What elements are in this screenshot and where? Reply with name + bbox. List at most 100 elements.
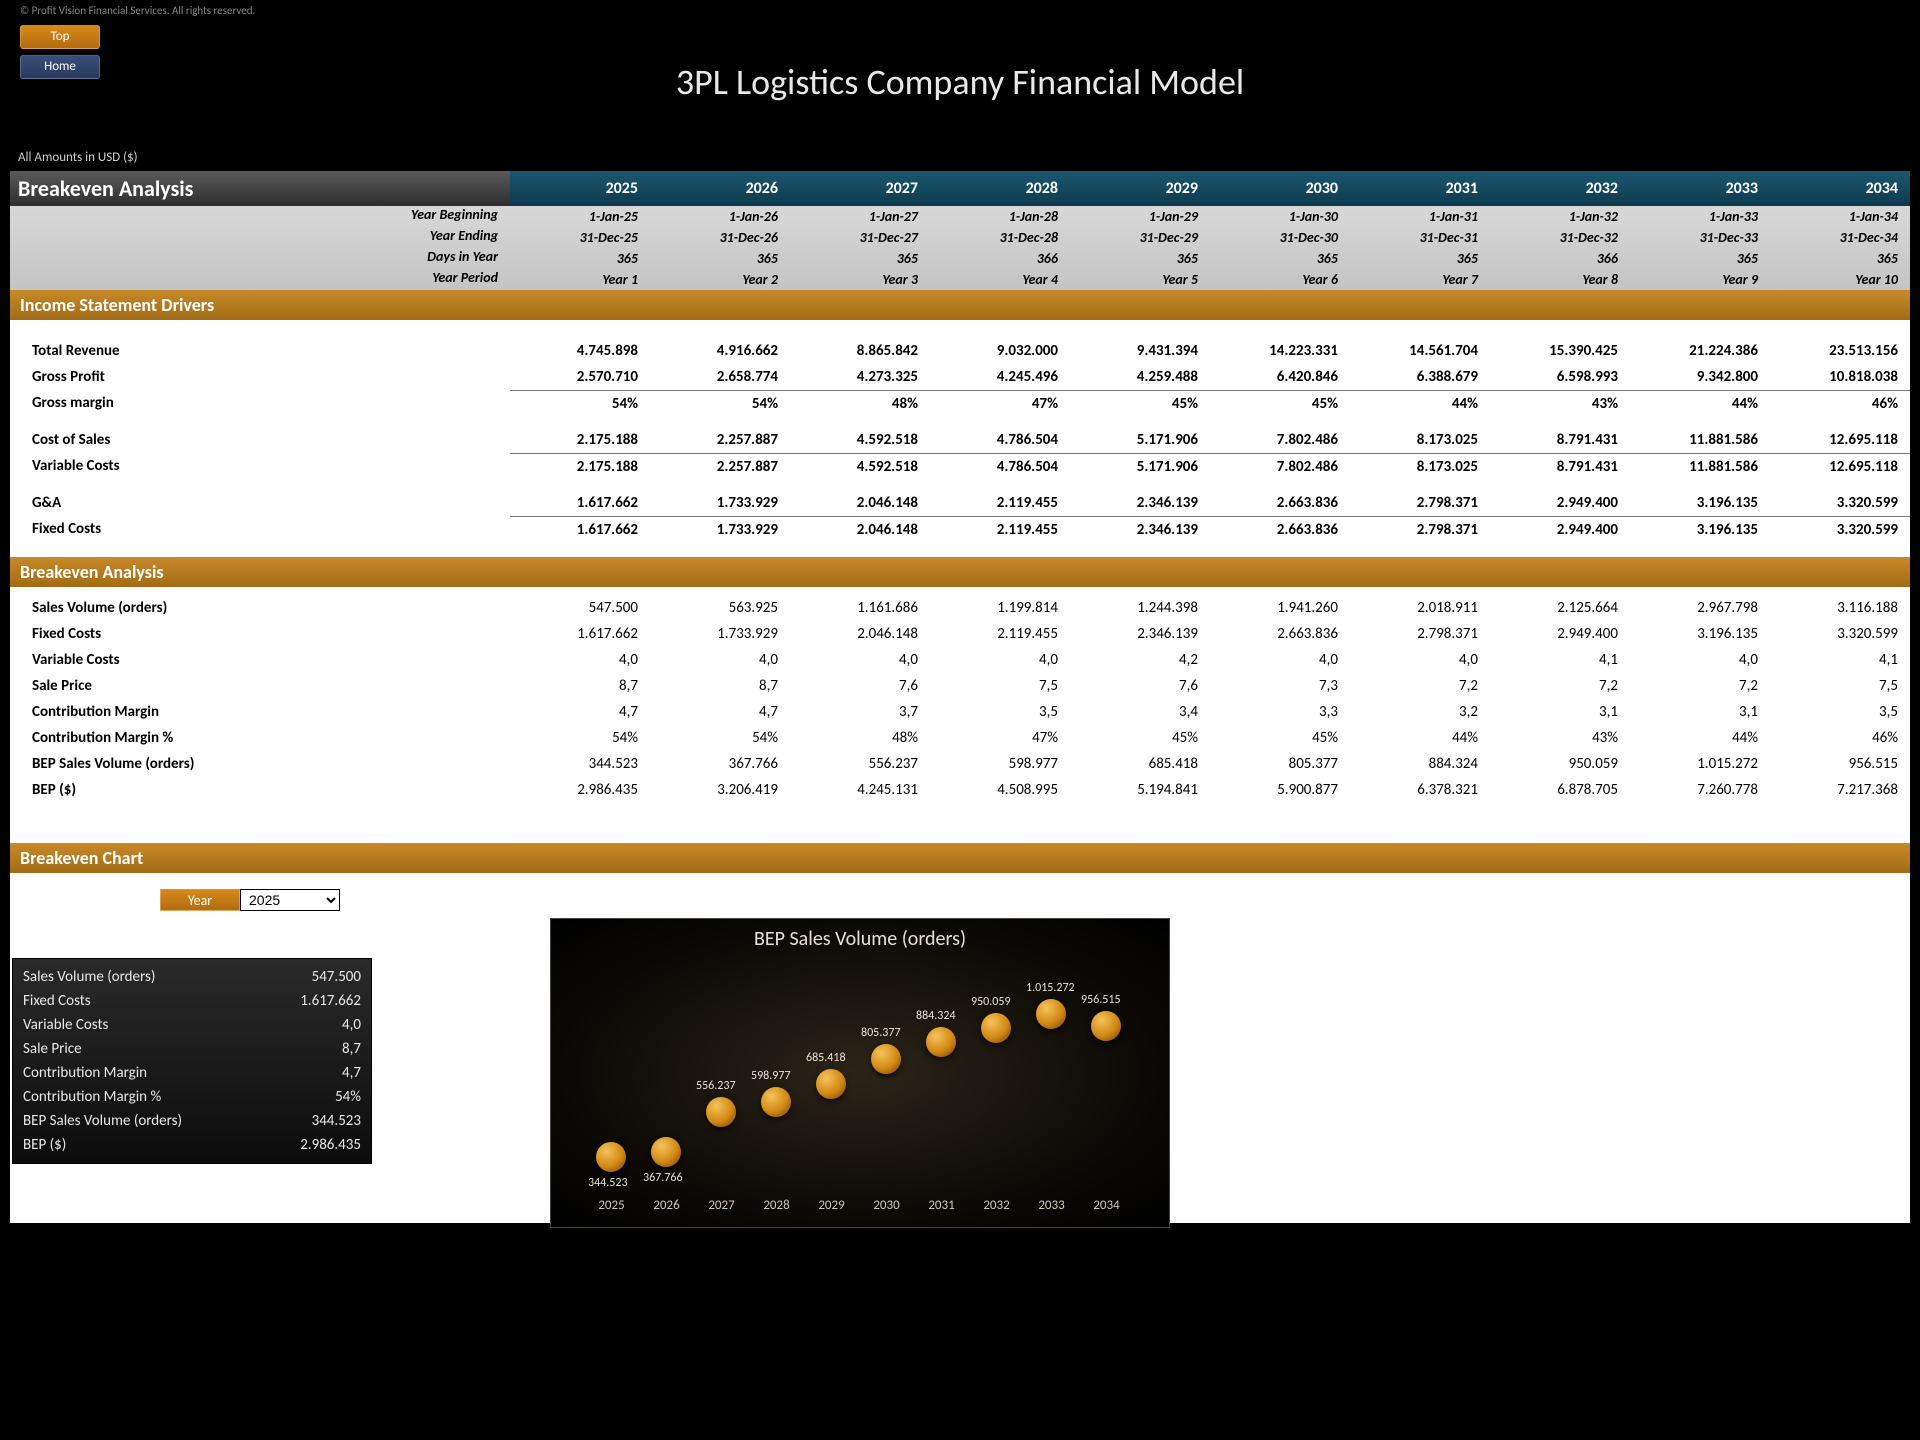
row-value: 805.377 [1210,751,1350,777]
row-value: 4,7 [650,699,790,725]
summary-label: Variable Costs [23,1013,108,1037]
row-value: 3,2 [1350,699,1490,725]
row-value: 8,7 [510,673,650,699]
year-header: 2031 [1350,171,1490,206]
chart-x-label: 2034 [1079,1198,1134,1213]
meta-value: Year 7 [1350,269,1490,290]
top-button[interactable]: Top [20,25,100,49]
chart-bubble-label: 685.418 [806,1051,846,1065]
row-value: 2.346.139 [1070,621,1210,647]
row-label: Variable Costs [10,647,510,673]
drivers-block: Total Revenue4.745.8984.916.6628.865.842… [10,320,1910,557]
row-value: 6.598.993 [1490,364,1630,390]
row-label: Sale Price [10,673,510,699]
row-value: 2.119.455 [930,516,1070,543]
row-label: BEP ($) [10,777,510,803]
row-value: 4,7 [510,699,650,725]
row-value: 4.745.898 [510,338,650,364]
row-value: 2.046.148 [790,490,930,516]
meta-value: 1-Jan-33 [1630,206,1770,227]
page-title: 3PL Logistics Company Financial Model [0,60,1920,104]
year-select[interactable]: 2025202620272028202920302031203220332034 [240,889,340,911]
year-header: 2028 [930,171,1070,206]
row-value: 5.900.877 [1210,777,1350,803]
year-header: 2032 [1490,171,1630,206]
summary-value: 8,7 [342,1037,361,1061]
meta-value: 31-Dec-25 [510,227,650,248]
row-value: 12.695.118 [1770,427,1910,453]
row-value: 4,0 [1630,647,1770,673]
row-value: 3,4 [1070,699,1210,725]
row-value: 54% [650,390,790,417]
row-value: 9.431.394 [1070,338,1210,364]
summary-label: Contribution Margin [23,1061,147,1085]
chart-bubble [926,1027,956,1057]
chart-x-label: 2026 [639,1198,694,1213]
row-value: 4,1 [1770,647,1910,673]
chart-bubble [1091,1011,1121,1041]
row-value: 7.802.486 [1210,453,1350,480]
row-value: 4,0 [510,647,650,673]
summary-value: 54% [335,1085,361,1109]
row-value: 8,7 [650,673,790,699]
row-value: 4.508.995 [930,777,1070,803]
row-value: 2.949.400 [1490,621,1630,647]
chart-bubble [981,1013,1011,1043]
row-value: 2.125.664 [1490,595,1630,621]
section-chart: Breakeven Chart [10,843,1910,873]
row-value: 43% [1490,725,1630,751]
row-value: 2.663.836 [1210,516,1350,543]
row-value: 12.695.118 [1770,453,1910,480]
row-value: 5.171.906 [1070,453,1210,480]
row-value: 9.342.800 [1630,364,1770,390]
row-value: 4.592.518 [790,427,930,453]
row-value: 556.237 [790,751,930,777]
meta-label: Year Beginning [10,206,510,227]
row-value: 2.175.188 [510,427,650,453]
row-label: Gross Profit [10,364,510,390]
row-value: 3,5 [930,699,1070,725]
row-value: 54% [510,390,650,417]
bep-chart: BEP Sales Volume (orders) 344.5232025367… [550,918,1170,1228]
summary-row: BEP ($)2.986.435 [23,1133,361,1157]
meta-label: Year Period [10,269,510,290]
summary-label: BEP Sales Volume (orders) [23,1109,182,1133]
row-value: 1.733.929 [650,516,790,543]
row-value: 2.949.400 [1490,516,1630,543]
row-value: 4.592.518 [790,453,930,480]
row-value: 2.119.455 [930,490,1070,516]
summary-row: Contribution Margin 4,7 [23,1061,361,1085]
row-value: 1.244.398 [1070,595,1210,621]
row-value: 2.798.371 [1350,490,1490,516]
chart-bubble [871,1044,901,1074]
row-value: 2.949.400 [1490,490,1630,516]
meta-value: Year 9 [1630,269,1770,290]
row-value: 3,1 [1630,699,1770,725]
meta-value: Year 4 [930,269,1070,290]
meta-value: 365 [1070,248,1210,269]
meta-value: Year 5 [1070,269,1210,290]
row-value: 4.245.496 [930,364,1070,390]
summary-label: BEP ($) [23,1133,66,1157]
row-value: 3.206.419 [650,777,790,803]
row-value: 4,0 [790,647,930,673]
year-header: 2033 [1630,171,1770,206]
row-value: 4.273.325 [790,364,930,390]
chart-bubble-label: 556.237 [696,1079,736,1093]
copyright-text: © Profit Vision Financial Services. All … [0,0,1920,21]
row-value: 2.663.836 [1210,490,1350,516]
meta-value: 31-Dec-26 [650,227,790,248]
chart-title: BEP Sales Volume (orders) [551,919,1169,951]
row-value: 11.881.586 [1630,453,1770,480]
row-value: 6.878.705 [1490,777,1630,803]
chart-bubble [596,1142,626,1172]
row-value: 1.733.929 [650,621,790,647]
meta-value: 365 [1210,248,1350,269]
summary-value: 4,7 [342,1061,361,1085]
row-value: 4.245.131 [790,777,930,803]
chart-bubble-label: 598.977 [751,1069,791,1083]
row-value: 2.986.435 [510,777,650,803]
chart-bubble-label: 805.377 [861,1026,901,1040]
row-value: 7.217.368 [1770,777,1910,803]
summary-row: BEP Sales Volume (orders)344.523 [23,1109,361,1133]
